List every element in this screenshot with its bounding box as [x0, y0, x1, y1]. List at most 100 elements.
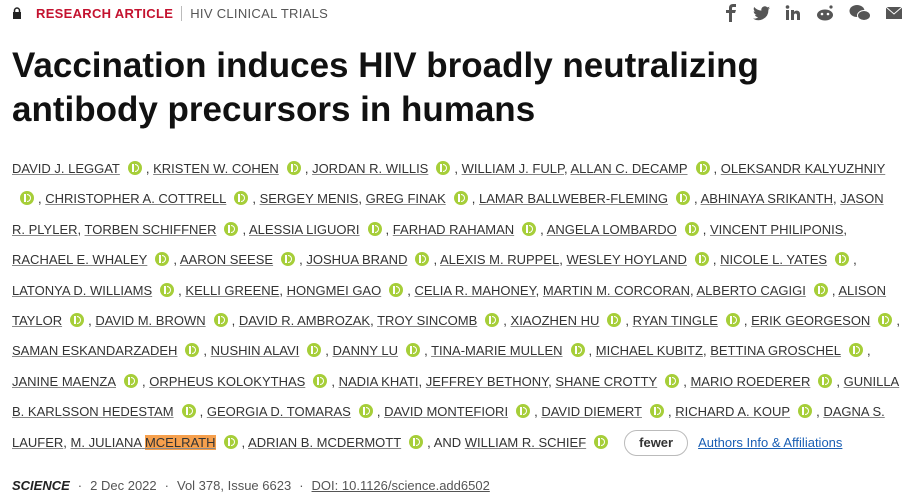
author-name[interactable]: OLEKSANDR KALYUZHNIY [720, 161, 886, 176]
orcid-icon[interactable] [224, 221, 239, 236]
author-name[interactable]: SERGEY MENIS [259, 191, 359, 207]
author-name[interactable]: CELIA R. MAHONEY [414, 282, 536, 298]
author-name[interactable]: ABHINAYA SRIKANTH [700, 191, 833, 207]
author-name[interactable]: DAGNA S. LAUFER [12, 404, 885, 450]
author-name[interactable]: MICHAEL KUBITZ [595, 343, 703, 359]
author-name[interactable]: TROY SINCOMB [377, 313, 478, 329]
author-name[interactable]: CHRISTOPHER A. COTTRELL [45, 191, 227, 207]
author-name[interactable]: XIAOZHEN HU [510, 313, 600, 329]
orcid-icon[interactable] [367, 221, 382, 236]
author-name[interactable]: M. JULIANA MCELRATH [70, 434, 216, 450]
author-name[interactable]: BETTINA GROSCHEL [710, 343, 841, 359]
author-name[interactable]: MARIO ROEDERER [690, 373, 811, 389]
author-name[interactable]: JEFFREY BETHONY [425, 373, 549, 389]
orcid-icon[interactable] [798, 404, 813, 419]
orcid-icon[interactable] [453, 191, 468, 206]
author-name[interactable]: ALESSIA LIGUORI [249, 221, 360, 237]
orcid-icon[interactable] [155, 252, 170, 267]
author-name[interactable]: DAVID R. AMBROZAK [238, 313, 371, 329]
orcid-icon[interactable] [406, 343, 421, 358]
orcid-icon[interactable] [695, 161, 710, 175]
author-name[interactable]: GREG FINAK [365, 191, 446, 207]
orcid-icon[interactable] [281, 252, 296, 267]
author-name[interactable]: JORDAN R. WILLIS [312, 161, 429, 176]
orcid-icon[interactable] [835, 252, 850, 267]
orcid-icon[interactable] [848, 343, 863, 358]
author-name[interactable]: ADRIAN B. MCDERMOTT [248, 434, 402, 450]
author-name[interactable]: JOSHUA BRAND [306, 252, 408, 268]
orcid-icon[interactable] [878, 313, 893, 328]
facebook-icon[interactable] [723, 4, 739, 22]
orcid-icon[interactable] [70, 313, 85, 328]
author-name[interactable]: WILLIAM J. FULP [461, 161, 564, 176]
doi[interactable]: DOI: 10.1126/science.add6502 [311, 478, 490, 493]
orcid-icon[interactable] [181, 404, 196, 419]
author-name[interactable]: SHANE CROTTY [555, 373, 658, 389]
orcid-icon[interactable] [594, 434, 609, 449]
author-name[interactable]: FARHAD RAHAMAN [392, 221, 515, 237]
orcid-icon[interactable] [570, 343, 585, 358]
author-name[interactable]: ALEXIS M. RUPPEL [440, 252, 560, 268]
author-name[interactable]: ORPHEUS KOLOKYTHAS [149, 373, 306, 389]
author-name[interactable]: WILLIAM R. SCHIEF [464, 434, 587, 450]
orcid-icon[interactable] [607, 313, 622, 328]
author-name[interactable]: KELLI GREENE [185, 282, 280, 298]
orcid-icon[interactable] [358, 404, 373, 419]
orcid-icon[interactable] [436, 161, 451, 175]
author-name[interactable]: GUNILLA B. KARLSSON HEDESTAM [12, 373, 900, 420]
author-name[interactable]: ALBERTO CAGIGI [696, 282, 806, 298]
email-icon[interactable] [885, 4, 903, 22]
author-name[interactable]: RICHARD A. KOUP [675, 404, 791, 420]
linkedin-icon[interactable] [785, 4, 801, 22]
author-name[interactable]: AARON SEESE [179, 252, 274, 268]
author-name[interactable]: VINCENT PHILIPONIS [709, 221, 844, 237]
author-name[interactable]: JANINE MAENZA [12, 373, 117, 389]
orcid-icon[interactable] [185, 343, 200, 358]
wechat-icon[interactable] [849, 4, 871, 22]
orcid-icon[interactable] [223, 434, 238, 449]
author-name[interactable]: GEORGIA D. TOMARAS [206, 404, 351, 420]
orcid-icon[interactable] [213, 313, 228, 328]
orcid-icon[interactable] [127, 161, 142, 175]
orcid-icon[interactable] [20, 191, 34, 206]
author-name[interactable]: NICOLE L. YATES [720, 252, 828, 268]
author-name[interactable]: NADIA KHATI [338, 373, 419, 389]
author-name[interactable]: NUSHIN ALAVI [210, 343, 300, 359]
orcid-icon[interactable] [725, 313, 740, 328]
orcid-icon[interactable] [649, 404, 664, 419]
author-name[interactable]: MARTIN M. CORCORAN [542, 282, 690, 298]
author-name[interactable]: RYAN TINGLE [632, 313, 718, 329]
orcid-icon[interactable] [286, 161, 301, 175]
orcid-icon[interactable] [160, 282, 175, 297]
orcid-icon[interactable] [485, 313, 500, 328]
author-name[interactable]: DANNY LU [332, 343, 399, 359]
orcid-icon[interactable] [694, 252, 709, 267]
orcid-icon[interactable] [684, 221, 699, 236]
author-name[interactable]: DAVID MONTEFIORI [384, 404, 509, 420]
orcid-icon[interactable] [307, 343, 322, 358]
author-name[interactable]: DAVID M. BROWN [95, 313, 206, 329]
author-name[interactable]: ANGELA LOMBARDO [546, 221, 677, 237]
orcid-icon[interactable] [665, 373, 680, 388]
fewer-button[interactable]: fewer [624, 429, 689, 456]
orcid-icon[interactable] [124, 373, 139, 388]
orcid-icon[interactable] [389, 282, 404, 297]
author-name[interactable]: DAVID DIEMERT [541, 404, 642, 420]
orcid-icon[interactable] [313, 373, 328, 388]
author-name[interactable]: HONGMEI GAO [286, 282, 382, 298]
author-name[interactable]: LAMAR BALLWEBER-FLEMING [479, 191, 669, 207]
author-name[interactable]: TORBEN SCHIFFNER [84, 221, 217, 237]
orcid-icon[interactable] [813, 282, 828, 297]
orcid-icon[interactable] [676, 191, 691, 206]
author-name[interactable]: ERIK GEORGESON [751, 313, 871, 329]
author-name[interactable]: KRISTEN W. COHEN [153, 161, 279, 176]
author-name[interactable]: SAMAN ESKANDARZADEH [12, 343, 178, 359]
author-name[interactable]: WESLEY HOYLAND [566, 252, 687, 268]
orcid-icon[interactable] [234, 191, 249, 206]
twitter-icon[interactable] [753, 4, 771, 22]
author-name[interactable]: LATONYA D. WILLIAMS [12, 282, 153, 298]
orcid-icon[interactable] [522, 221, 537, 236]
author-name[interactable]: DAVID J. LEGGAT [12, 161, 120, 176]
affiliations-link[interactable]: Authors Info & Affiliations [698, 434, 843, 450]
author-name[interactable]: ALLAN C. DECAMP [570, 161, 688, 176]
